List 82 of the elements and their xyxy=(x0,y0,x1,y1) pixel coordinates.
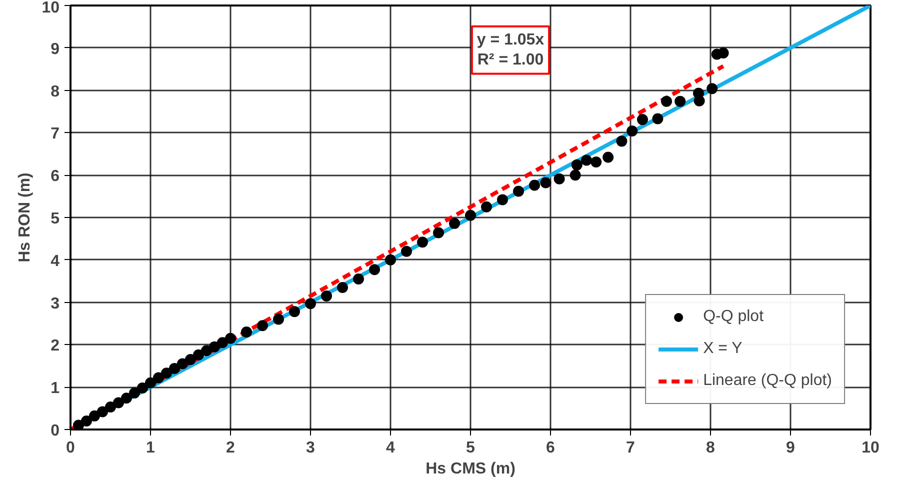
point xyxy=(602,152,614,163)
point xyxy=(209,341,220,352)
point xyxy=(201,345,212,356)
x-tick-label: 8 xyxy=(706,440,716,456)
point xyxy=(369,264,380,276)
point xyxy=(193,349,204,360)
point xyxy=(169,362,180,374)
point xyxy=(674,96,686,107)
x-tick-label: 9 xyxy=(786,440,796,456)
x-axis-title: Hs CMS (m) xyxy=(426,460,516,478)
y-tick-label: 1 xyxy=(50,380,60,398)
point xyxy=(401,246,412,257)
point xyxy=(590,156,602,168)
x-tick-label: 6 xyxy=(546,440,556,456)
point xyxy=(121,392,132,404)
y-tick-label: 8 xyxy=(50,83,60,100)
point xyxy=(137,382,148,394)
point xyxy=(581,154,592,166)
annotation: y = 1.05x R² = 1.00 xyxy=(476,31,544,69)
point xyxy=(337,282,348,293)
point xyxy=(81,416,92,427)
point xyxy=(417,236,428,248)
point xyxy=(177,358,188,370)
x-tick-label: 0 xyxy=(66,440,76,456)
point xyxy=(481,201,492,212)
y-tick-label: 6 xyxy=(50,168,60,186)
point xyxy=(113,397,124,408)
point xyxy=(449,218,460,229)
point xyxy=(513,186,524,197)
y-tick-label: 9 xyxy=(50,40,60,58)
point xyxy=(661,96,672,107)
x-tick-label: 5 xyxy=(466,440,476,456)
y-tick-label: 10 xyxy=(42,0,60,16)
point xyxy=(289,306,300,318)
point xyxy=(129,388,140,399)
point xyxy=(554,173,565,184)
point xyxy=(529,180,540,191)
x-tick-label: 2 xyxy=(226,440,236,456)
point xyxy=(321,290,332,302)
x-tick-label: 3 xyxy=(306,440,316,456)
point xyxy=(161,368,172,379)
y-axis-title: Hs RON (m) xyxy=(16,172,34,262)
point xyxy=(185,354,196,366)
y-tick-label: 0 xyxy=(50,422,60,440)
point xyxy=(353,273,364,284)
point xyxy=(153,372,164,384)
point xyxy=(616,136,628,147)
x-tick-label: 10 xyxy=(862,440,880,456)
point xyxy=(105,402,116,413)
point xyxy=(694,95,705,106)
point xyxy=(385,254,396,266)
point xyxy=(497,194,508,206)
point xyxy=(465,210,476,221)
x-tick-label: 4 xyxy=(386,440,396,456)
point xyxy=(637,114,648,126)
point xyxy=(570,170,581,181)
point xyxy=(217,337,228,348)
point xyxy=(718,48,729,58)
point xyxy=(626,126,638,136)
x-tick-label: 1 xyxy=(146,440,156,456)
legend-label: X = Y xyxy=(703,340,742,358)
point xyxy=(652,113,664,124)
point xyxy=(305,298,316,310)
x-tick-label: 7 xyxy=(626,440,636,456)
point xyxy=(571,159,582,170)
y-tick-label: 5 xyxy=(50,210,60,228)
point xyxy=(257,320,268,332)
y-tick-label: 4 xyxy=(50,252,60,270)
point xyxy=(241,326,252,338)
point xyxy=(89,410,100,422)
y-tick-label: 7 xyxy=(50,126,60,143)
legend-label: Lineare (Q-Q plot) xyxy=(703,372,832,390)
point xyxy=(97,406,108,418)
point xyxy=(706,83,718,94)
point xyxy=(540,177,552,188)
point xyxy=(273,314,284,325)
y-tick-label: 3 xyxy=(50,295,60,312)
point xyxy=(145,377,156,388)
point xyxy=(433,227,444,238)
legend-label: Q-Q plot xyxy=(703,308,764,326)
point xyxy=(225,332,236,344)
y-tick-label: 2 xyxy=(50,338,60,355)
